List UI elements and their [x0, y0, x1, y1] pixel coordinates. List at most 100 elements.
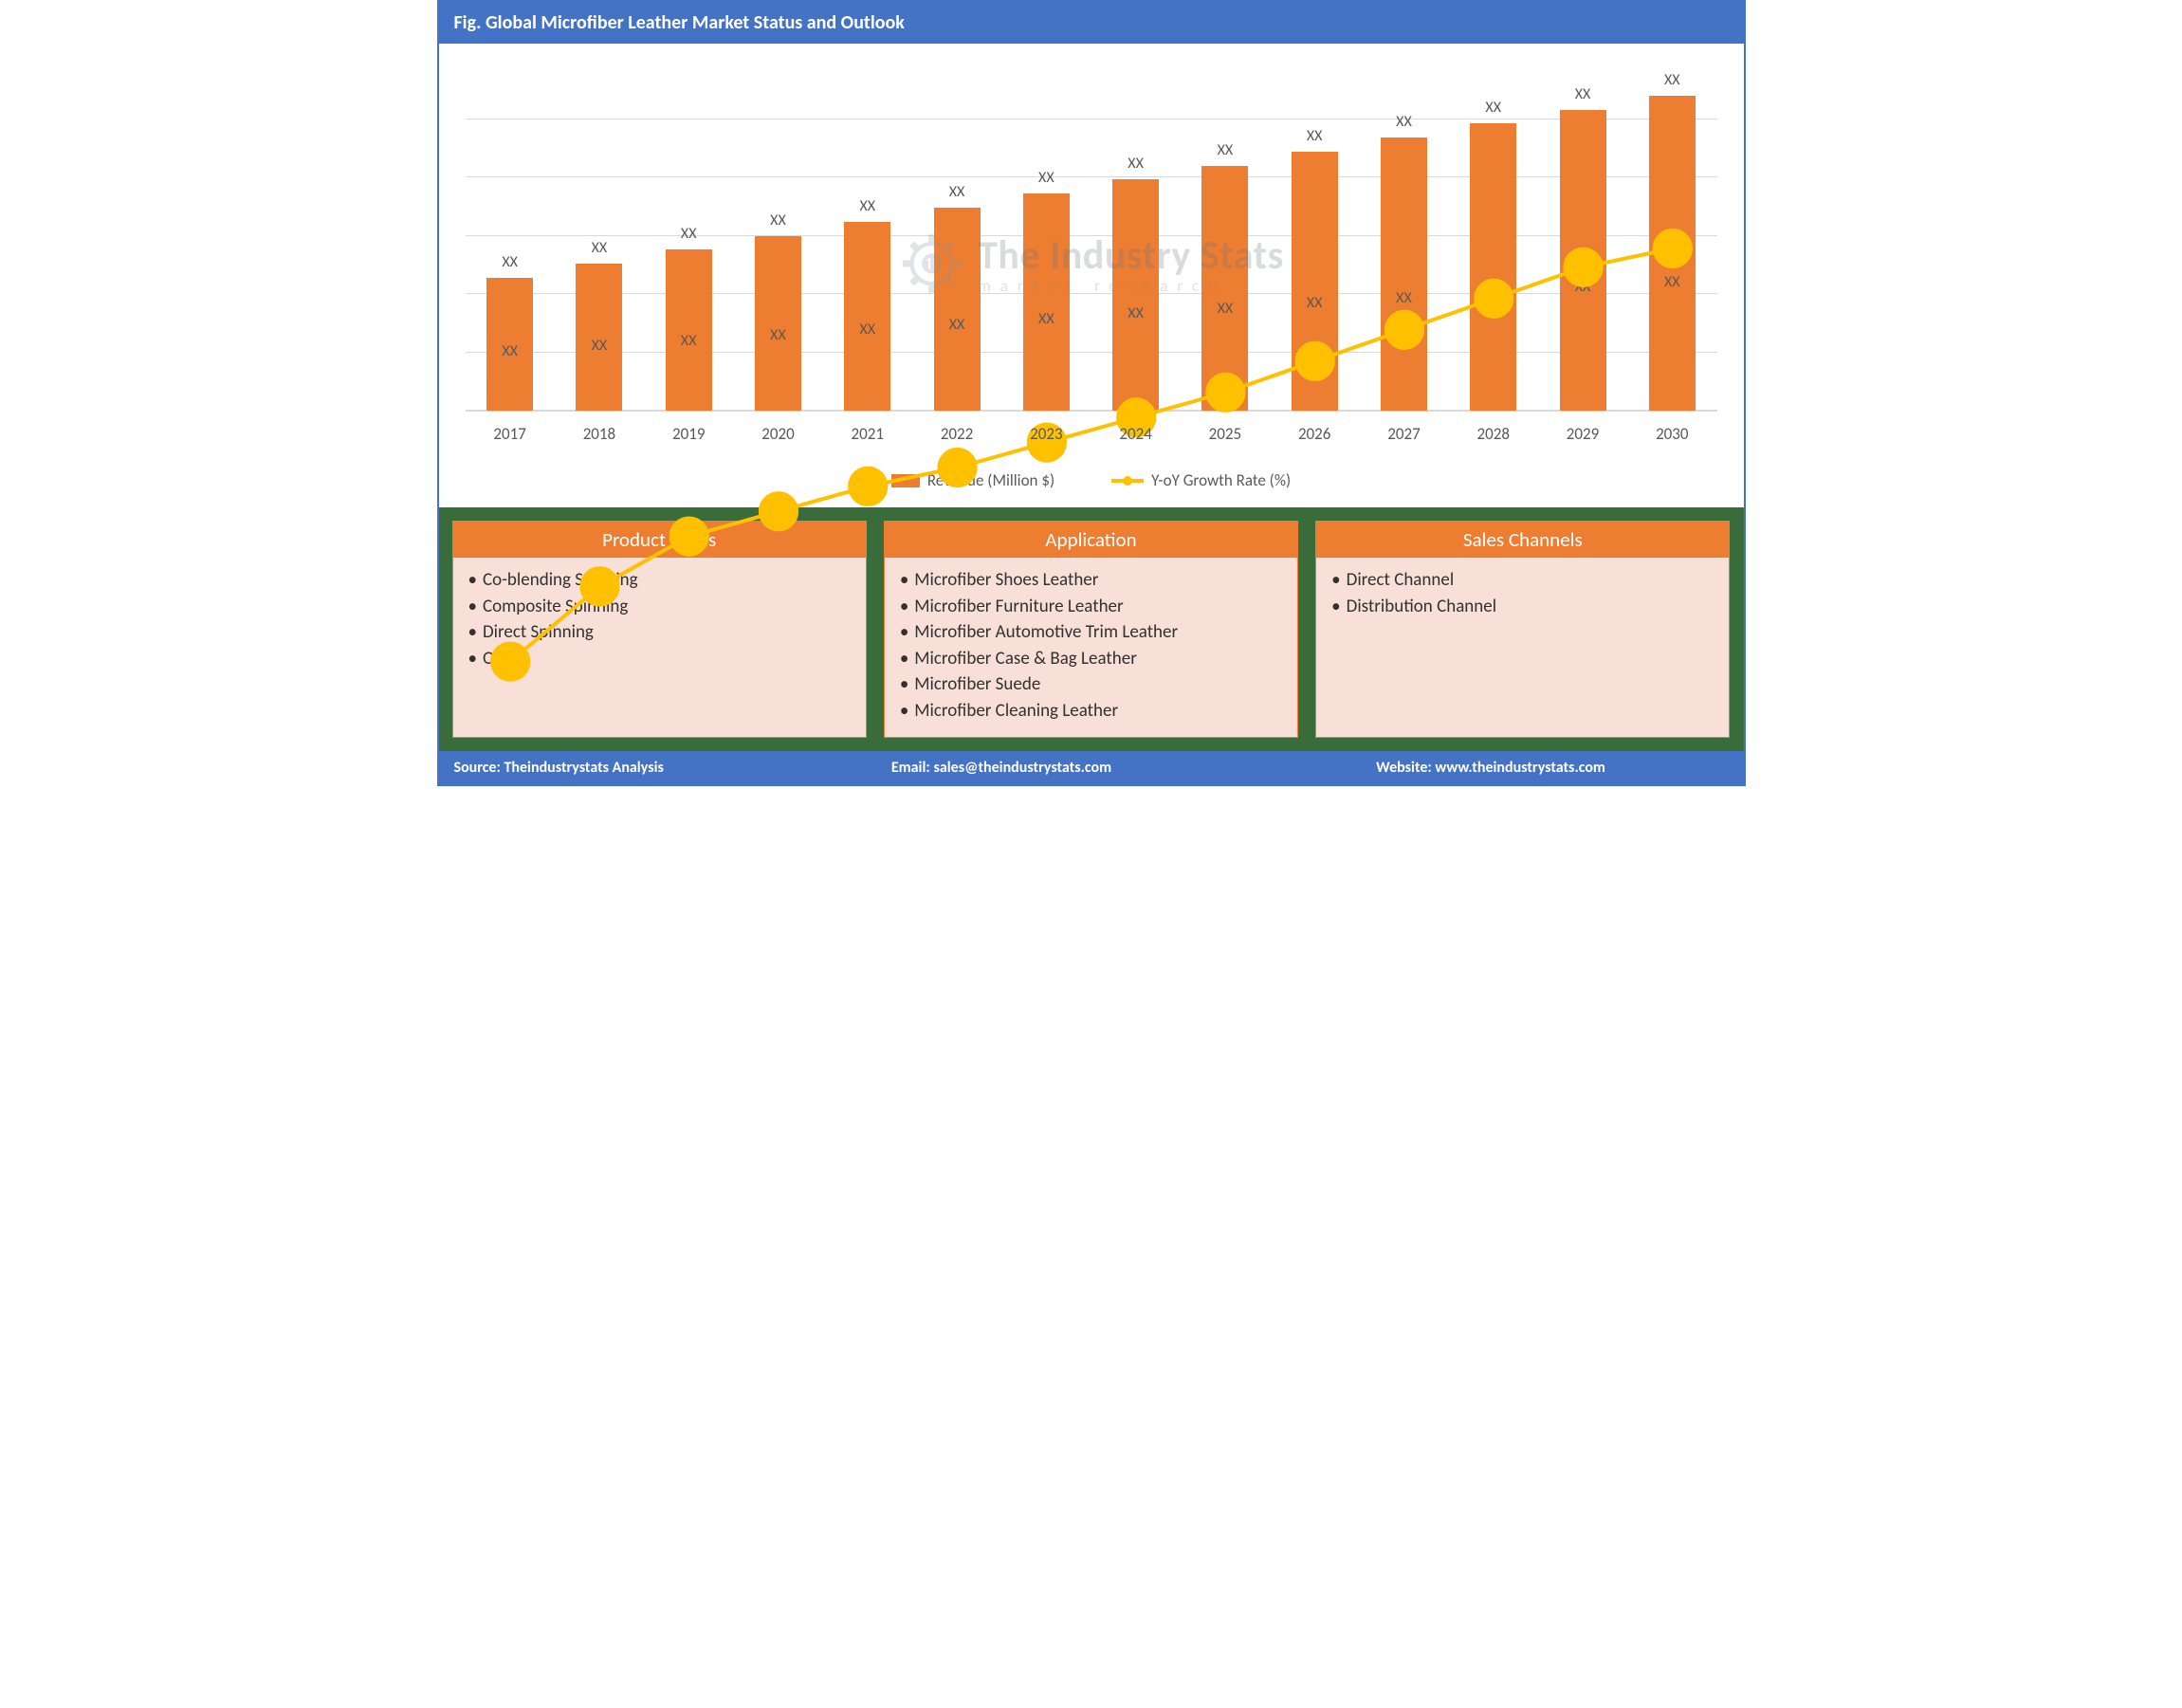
panel-item: Microfiber Shoes Leather — [900, 567, 1282, 594]
category-panel: ApplicationMicrofiber Shoes LeatherMicro… — [884, 521, 1298, 738]
x-axis-label: 2017 — [466, 424, 555, 444]
revenue-bar: XXXX — [1112, 179, 1159, 411]
bar-slot: XX XX — [1001, 61, 1091, 411]
bar-slot: XX XX — [1359, 61, 1448, 411]
bar-inner-label: XX — [949, 316, 965, 334]
panel-item: Co-blending Spinning — [468, 567, 851, 594]
bar-slot: XXXX — [823, 61, 912, 411]
x-axis-label: 2026 — [1270, 424, 1359, 444]
bar-slot: XX XX — [1270, 61, 1359, 411]
bar-inner-label: XX — [770, 326, 786, 344]
revenue-bar: XXXX — [755, 236, 801, 412]
revenue-bar: XXXX — [844, 222, 890, 411]
figure-title-bar: Fig. Global Microfiber Leather Market St… — [439, 2, 1744, 44]
revenue-bar: XXXX — [1381, 138, 1427, 411]
panel-body: Co-blending SpinningComposite SpinningDi… — [453, 558, 866, 685]
legend-swatch-line — [1111, 474, 1144, 487]
legend-item-revenue: Revenue (Million $) — [891, 470, 1054, 490]
legend-item-growth: Y-oY Growth Rate (%) — [1111, 470, 1291, 490]
footer-email: Email: sales@theindustrystats.com — [825, 759, 1243, 777]
bar-slot: XX XX — [912, 61, 1001, 411]
x-axis-label: 2020 — [733, 424, 822, 444]
x-axis-label: 2029 — [1538, 424, 1627, 444]
panel-item: Other — [468, 646, 851, 672]
chart-legend: Revenue (Million $) Y-oY Growth Rate (%) — [466, 459, 1717, 496]
bar-inner-label: XX — [1396, 289, 1412, 307]
x-axis-label: 2025 — [1181, 424, 1270, 444]
bar-top-label: XX — [1038, 169, 1054, 187]
bar-inner-label: XX — [502, 342, 518, 360]
bar-inner-label: XX — [1218, 300, 1234, 318]
bar-slot: XX XX — [1181, 61, 1270, 411]
panel-item: Microfiber Furniture Leather — [900, 594, 1282, 620]
bar-top-label: XX — [1218, 141, 1234, 159]
panel-header: Product Types — [453, 522, 866, 558]
bar-slot: XX XX — [1091, 61, 1180, 411]
figure-title: Fig. Global Microfiber Leather Market St… — [454, 11, 905, 34]
revenue-bar: XXXX — [576, 264, 622, 411]
panel-header: Sales Channels — [1316, 522, 1729, 558]
x-axis-labels: 2017201820192020202120222023202420252026… — [466, 424, 1717, 444]
figure-container: Fig. Global Microfiber Leather Market St… — [437, 0, 1746, 786]
plot-region: XX XX XX XX XX XX XX XX XX XX XX XX XX XX XX XX XX XX XX XX… — [466, 61, 1717, 412]
bar-slot: XX XX — [555, 61, 644, 411]
bar-inner-label: XX — [1575, 278, 1591, 296]
legend-label-growth: Y-oY Growth Rate (%) — [1151, 470, 1291, 490]
footer-bar: Source: Theindustrystats Analysis Email:… — [439, 751, 1744, 784]
category-panels-row: Product TypesCo-blending SpinningComposi… — [439, 507, 1744, 751]
category-panel: Product TypesCo-blending SpinningComposi… — [452, 521, 867, 738]
panel-item: Microfiber Case & Bag Leather — [900, 646, 1282, 672]
bar-top-label: XX — [592, 239, 608, 257]
panel-item: Direct Channel — [1331, 567, 1714, 594]
bars-group: XX XX XX XX XX XX XX XX XX XX XX XX XX XX XX XX XX XX XX XX… — [466, 61, 1717, 411]
bar-inner-label: XX — [681, 332, 697, 350]
bar-slot: XX XX — [1538, 61, 1627, 411]
footer-website: Website: www.theindustrystats.com — [1262, 759, 1728, 777]
bar-top-label: XX — [502, 253, 518, 271]
bar-slot: XX XX — [1449, 61, 1538, 411]
bar-top-label: XX — [770, 211, 786, 230]
bar-inner-label: XX — [1128, 304, 1144, 322]
panel-body: Direct ChannelDistribution Channel — [1316, 558, 1729, 633]
category-panel: Sales ChannelsDirect ChannelDistribution… — [1315, 521, 1730, 738]
panel-item: Composite Spinning — [468, 594, 851, 620]
bar-top-label: XX — [1307, 127, 1323, 145]
bar-slot: XXXX — [644, 61, 733, 411]
x-axis-label: 2018 — [555, 424, 644, 444]
bar-inner-label: XX — [1307, 294, 1323, 312]
bar-top-label: XX — [1485, 99, 1501, 117]
revenue-bar: XXXX — [1292, 152, 1338, 411]
x-axis-label: 2028 — [1449, 424, 1538, 444]
revenue-bar: XXXX — [1649, 96, 1696, 411]
revenue-bar: XXXX — [1201, 166, 1248, 411]
x-axis-label: 2030 — [1627, 424, 1716, 444]
x-axis-label: 2021 — [823, 424, 912, 444]
revenue-bar: XXXX — [1023, 193, 1070, 411]
x-axis-label: 2019 — [644, 424, 733, 444]
chart-area: XX XX XX XX XX XX XX XX XX XX XX XX XX XX XX XX XX XX XX XX… — [466, 61, 1717, 459]
panel-body: Microfiber Shoes LeatherMicrofiber Furni… — [885, 558, 1297, 737]
legend-swatch-bar — [891, 474, 920, 487]
bar-top-label: XX — [949, 183, 965, 201]
panel-item: Microfiber Automotive Trim Leather — [900, 619, 1282, 646]
bar-inner-label: XX — [1485, 284, 1501, 302]
revenue-bar: XXXX — [1470, 123, 1516, 411]
x-axis-label: 2024 — [1091, 424, 1180, 444]
bar-top-label: XX — [1396, 113, 1412, 131]
panel-item: Microfiber Cleaning Leather — [900, 698, 1282, 725]
bar-inner-label: XX — [592, 337, 608, 355]
revenue-bar: XXXX — [666, 249, 712, 411]
bar-top-label: XX — [1128, 155, 1144, 173]
panel-header: Application — [885, 522, 1297, 558]
bar-inner-label: XX — [859, 321, 875, 339]
bar-top-label: XX — [1575, 85, 1591, 103]
revenue-bar: XXXX — [934, 208, 981, 411]
revenue-bar: XXXX — [1560, 110, 1606, 411]
panel-item: Direct Spinning — [468, 619, 851, 646]
bar-inner-label: XX — [1038, 310, 1054, 328]
footer-source: Source: Theindustrystats Analysis — [454, 759, 806, 777]
bar-top-label: XX — [1664, 71, 1680, 89]
bar-slot: XXXX — [1627, 61, 1716, 411]
revenue-bar: XXXX — [486, 278, 533, 411]
panel-item: Distribution Channel — [1331, 594, 1714, 620]
